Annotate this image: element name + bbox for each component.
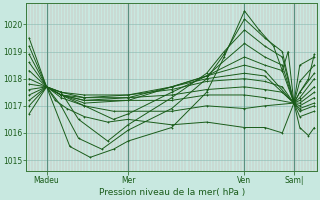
X-axis label: Pression niveau de la mer( hPa ): Pression niveau de la mer( hPa ) [99, 188, 245, 197]
